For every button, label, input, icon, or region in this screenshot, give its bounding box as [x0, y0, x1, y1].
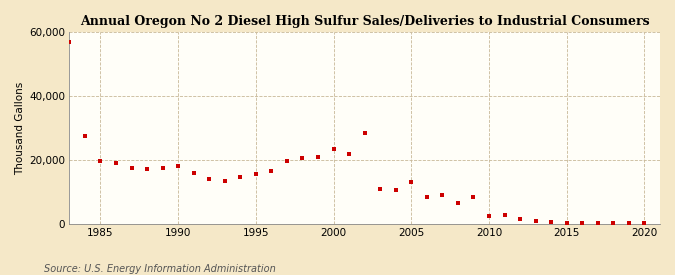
Y-axis label: Thousand Gallons: Thousand Gallons: [15, 81, 25, 175]
Title: Annual Oregon No 2 Diesel High Sulfur Sales/Deliveries to Industrial Consumers: Annual Oregon No 2 Diesel High Sulfur Sa…: [80, 15, 649, 28]
Point: [95, 159, 106, 164]
Point: [531, 218, 541, 223]
Point: [390, 188, 401, 192]
Point: [515, 217, 526, 221]
Point: [157, 166, 168, 170]
Point: [64, 39, 75, 44]
Point: [468, 194, 479, 199]
Point: [593, 221, 603, 225]
Point: [219, 178, 230, 183]
Point: [344, 152, 354, 156]
Point: [80, 134, 90, 138]
Point: [624, 221, 634, 226]
Point: [250, 172, 261, 177]
Point: [562, 221, 572, 226]
Point: [483, 214, 494, 218]
Point: [204, 177, 215, 181]
Point: [173, 164, 184, 169]
Text: Source: U.S. Energy Information Administration: Source: U.S. Energy Information Administ…: [44, 264, 275, 274]
Point: [359, 130, 370, 135]
Point: [266, 169, 277, 173]
Point: [126, 166, 137, 170]
Point: [328, 147, 339, 151]
Point: [452, 201, 463, 205]
Point: [235, 175, 246, 180]
Point: [608, 221, 619, 226]
Point: [639, 221, 650, 226]
Point: [406, 180, 416, 185]
Point: [421, 194, 432, 199]
Point: [111, 161, 122, 165]
Point: [577, 221, 588, 226]
Point: [499, 213, 510, 217]
Point: [281, 159, 292, 164]
Point: [313, 155, 323, 159]
Point: [375, 186, 385, 191]
Point: [142, 167, 153, 172]
Point: [546, 220, 557, 224]
Point: [297, 156, 308, 161]
Point: [437, 193, 448, 197]
Point: [188, 170, 199, 175]
